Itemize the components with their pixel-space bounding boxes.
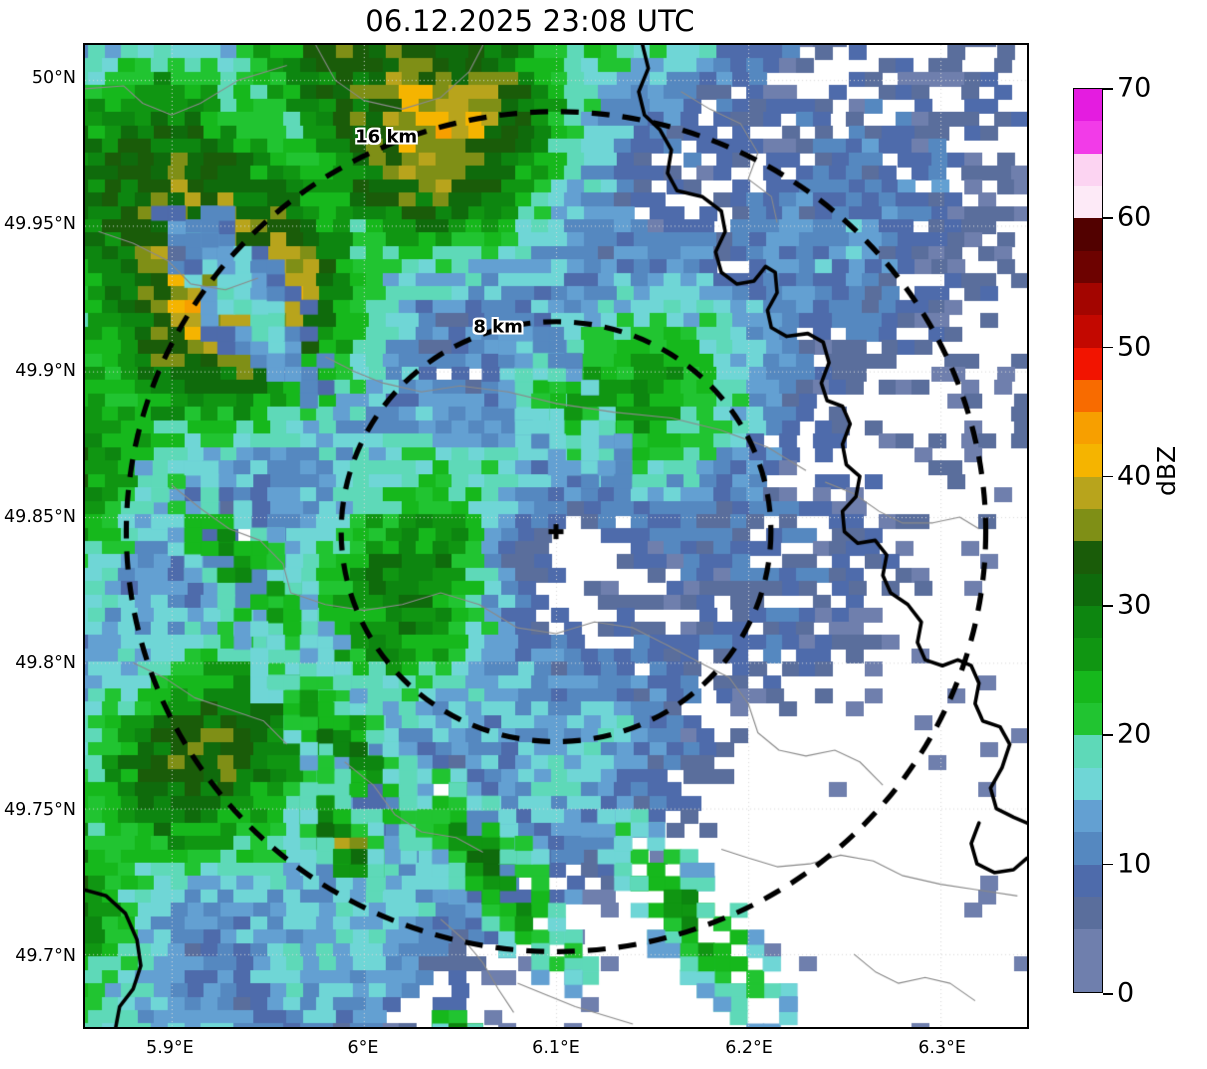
colorbar-tick — [1103, 475, 1113, 478]
colorbar-tick-label: 0 — [1117, 977, 1135, 1009]
y-tick-label: 50°N — [31, 68, 76, 89]
colorbar-tick — [1103, 88, 1113, 90]
colorbar-tick — [1103, 217, 1113, 219]
colorbar-tick — [1103, 605, 1113, 607]
colorbar-band — [1074, 315, 1102, 348]
colorbar-band — [1074, 767, 1102, 800]
colorbar-tick-label: 10 — [1117, 848, 1152, 880]
colorbar-band — [1074, 218, 1102, 251]
colorbar-tick-label: 70 — [1117, 72, 1152, 104]
y-tick-label: 49.95°N — [4, 214, 76, 235]
colorbar-band — [1074, 476, 1102, 510]
range-ring-label-8km: 8 km — [473, 316, 523, 338]
x-tick-label: 6.3°E — [918, 1038, 966, 1058]
colorbar-band — [1074, 541, 1102, 574]
colorbar-band — [1074, 444, 1102, 477]
colorbar-band — [1074, 929, 1102, 962]
colorbar-tick — [1103, 734, 1113, 737]
colorbar-band — [1074, 832, 1102, 865]
colorbar-tick — [1103, 346, 1113, 349]
x-tick-label: 5.9°E — [146, 1038, 194, 1058]
range-ring-label-16km: 16 km — [355, 126, 418, 148]
colorbar-tick-label: 60 — [1117, 201, 1152, 233]
y-tick-label: 49.7°N — [15, 945, 76, 966]
colorbar-band — [1074, 282, 1102, 316]
colorbar-band — [1074, 702, 1102, 736]
colorbar-tick-label: 40 — [1117, 460, 1152, 492]
colorbar-band — [1074, 509, 1102, 542]
colorbar-band — [1074, 185, 1102, 219]
colorbar-band — [1074, 735, 1102, 768]
colorbar-band — [1074, 638, 1102, 671]
colorbar-band — [1074, 606, 1102, 639]
colorbar-band — [1074, 412, 1102, 445]
colorbar-tick-label: 30 — [1117, 589, 1152, 621]
y-tick-label: 49.85°N — [4, 506, 76, 527]
colorbar-group[interactable]: 0 10 20 30 40 50 60 70 — [1073, 73, 1151, 1009]
y-tick-label: 49.75°N — [4, 799, 76, 820]
colorbar-band — [1074, 89, 1102, 122]
colorbar-band — [1074, 250, 1102, 283]
colorbar-band — [1074, 347, 1102, 380]
colorbar[interactable] — [1073, 88, 1103, 993]
colorbar-tick — [1103, 863, 1113, 866]
colorbar-tick — [1103, 993, 1113, 995]
colorbar-band — [1074, 864, 1102, 897]
colorbar-band — [1074, 573, 1102, 606]
page-title: 06.12.2025 23:08 UTC — [365, 4, 695, 38]
colorbar-band — [1074, 153, 1102, 186]
colorbar-tick-label: 50 — [1117, 331, 1152, 363]
x-tick-label: 6.2°E — [725, 1038, 773, 1058]
y-tick-label: 49.9°N — [15, 360, 76, 381]
colorbar-band — [1074, 121, 1102, 154]
x-tick-label: 6°E — [347, 1038, 379, 1058]
colorbar-axis-label: dBZ — [1152, 445, 1181, 496]
colorbar-band — [1074, 896, 1102, 930]
y-tick-label: 49.8°N — [15, 653, 76, 674]
colorbar-band — [1074, 799, 1102, 833]
x-tick-label: 6.1°E — [532, 1038, 580, 1058]
colorbar-band — [1074, 670, 1102, 703]
radar-plot-area[interactable]: 16 km 8 km — [83, 43, 1029, 1029]
colorbar-band — [1074, 379, 1102, 413]
radar-reflectivity-canvas[interactable] — [85, 45, 1027, 1027]
colorbar-band — [1074, 961, 1102, 992]
colorbar-tick-label: 20 — [1117, 718, 1152, 750]
